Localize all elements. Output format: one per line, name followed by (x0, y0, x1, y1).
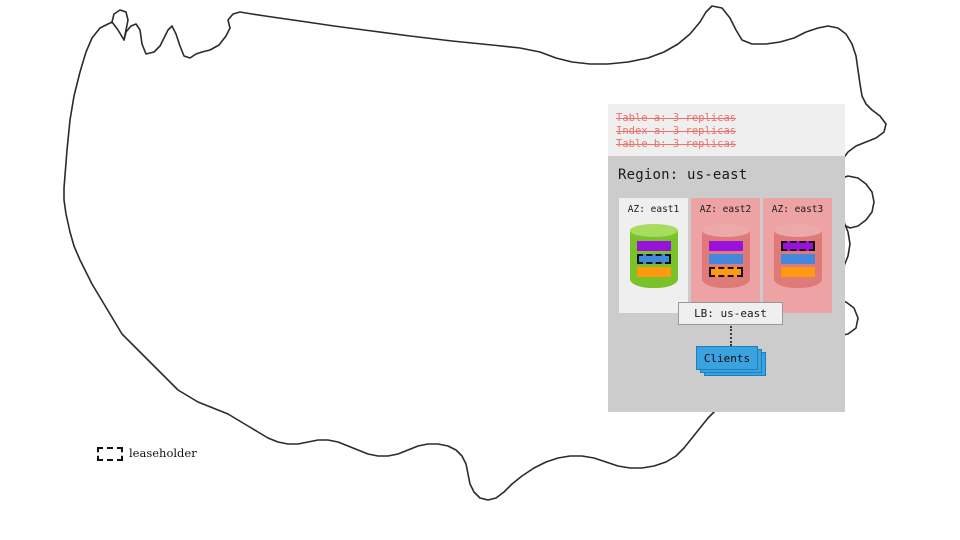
az-label-east1: AZ: east1 (627, 204, 680, 215)
legend-label: leaseholder (129, 446, 197, 461)
cylinder-top (773, 224, 822, 237)
clients-stack[interactable]: Clients (696, 346, 766, 376)
range-index-a-east2 (708, 254, 743, 264)
range-table-a-east3 (780, 241, 815, 251)
replica-notes-panel: Table a: 3 replicas Index a: 3 replicas … (608, 104, 845, 156)
load-balancer-connector (730, 326, 732, 346)
note-line-table-a: Table a: 3 replicas (616, 112, 737, 124)
range-table-a-east1 (636, 241, 671, 251)
note-line-table-b: Table b: 3 replicas (616, 138, 737, 150)
az-box-east3[interactable]: AZ: east3 (763, 198, 832, 313)
range-table-b-east3 (780, 267, 815, 277)
database-cylinder-east1 (629, 224, 678, 292)
dashed-rect-icon (97, 447, 123, 461)
cylinder-top (629, 224, 678, 237)
region-title: Region: us-east (618, 167, 748, 183)
cylinder-top (701, 224, 750, 237)
range-table-b-east1 (636, 267, 671, 277)
range-index-a-east1 (636, 254, 671, 264)
legend: leaseholder (97, 447, 197, 461)
note-line-index-a: Index a: 3 replicas (616, 125, 737, 137)
az-label-east3: AZ: east3 (771, 204, 824, 215)
az-box-east2[interactable]: AZ: east2 (691, 198, 760, 313)
database-cylinder-east2 (701, 224, 750, 292)
database-cylinder-east3 (773, 224, 822, 292)
load-balancer-box[interactable]: LB: us-east (678, 302, 783, 325)
clients-label: Clients (696, 346, 758, 370)
az-label-east2: AZ: east2 (699, 204, 752, 215)
range-table-b-east2 (708, 267, 743, 277)
region-panel-us-east: Region: us-east AZ: east1 AZ: east2 (608, 156, 845, 412)
availability-zone-row: AZ: east1 AZ: east2 (619, 198, 832, 313)
range-index-a-east3 (780, 254, 815, 264)
range-table-a-east2 (708, 241, 743, 251)
az-box-east1[interactable]: AZ: east1 (619, 198, 688, 313)
